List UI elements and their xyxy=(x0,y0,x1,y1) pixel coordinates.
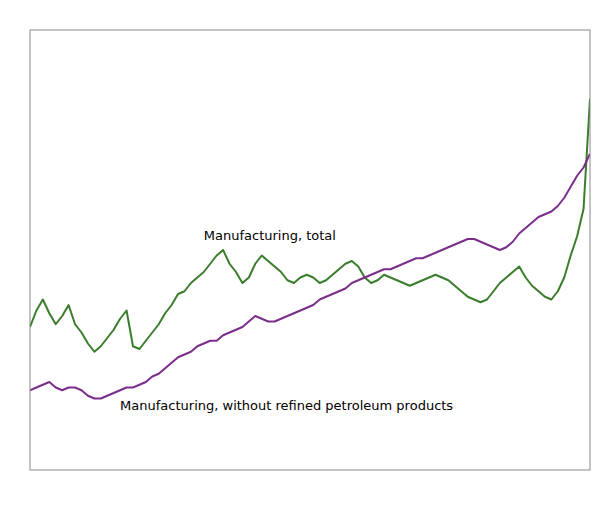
series-label: Manufacturing, total xyxy=(204,228,336,243)
plot-area xyxy=(30,30,590,470)
chart: Manufacturing, total Manufacturing, witho… xyxy=(0,0,610,505)
series-label: Manufacturing, without refined petroleum… xyxy=(120,398,453,413)
plot-frame xyxy=(30,30,590,470)
series-labels: Manufacturing, total Manufacturing, witho… xyxy=(120,228,453,413)
lines xyxy=(30,99,590,399)
series-line xyxy=(30,154,590,399)
series-line xyxy=(30,99,590,352)
